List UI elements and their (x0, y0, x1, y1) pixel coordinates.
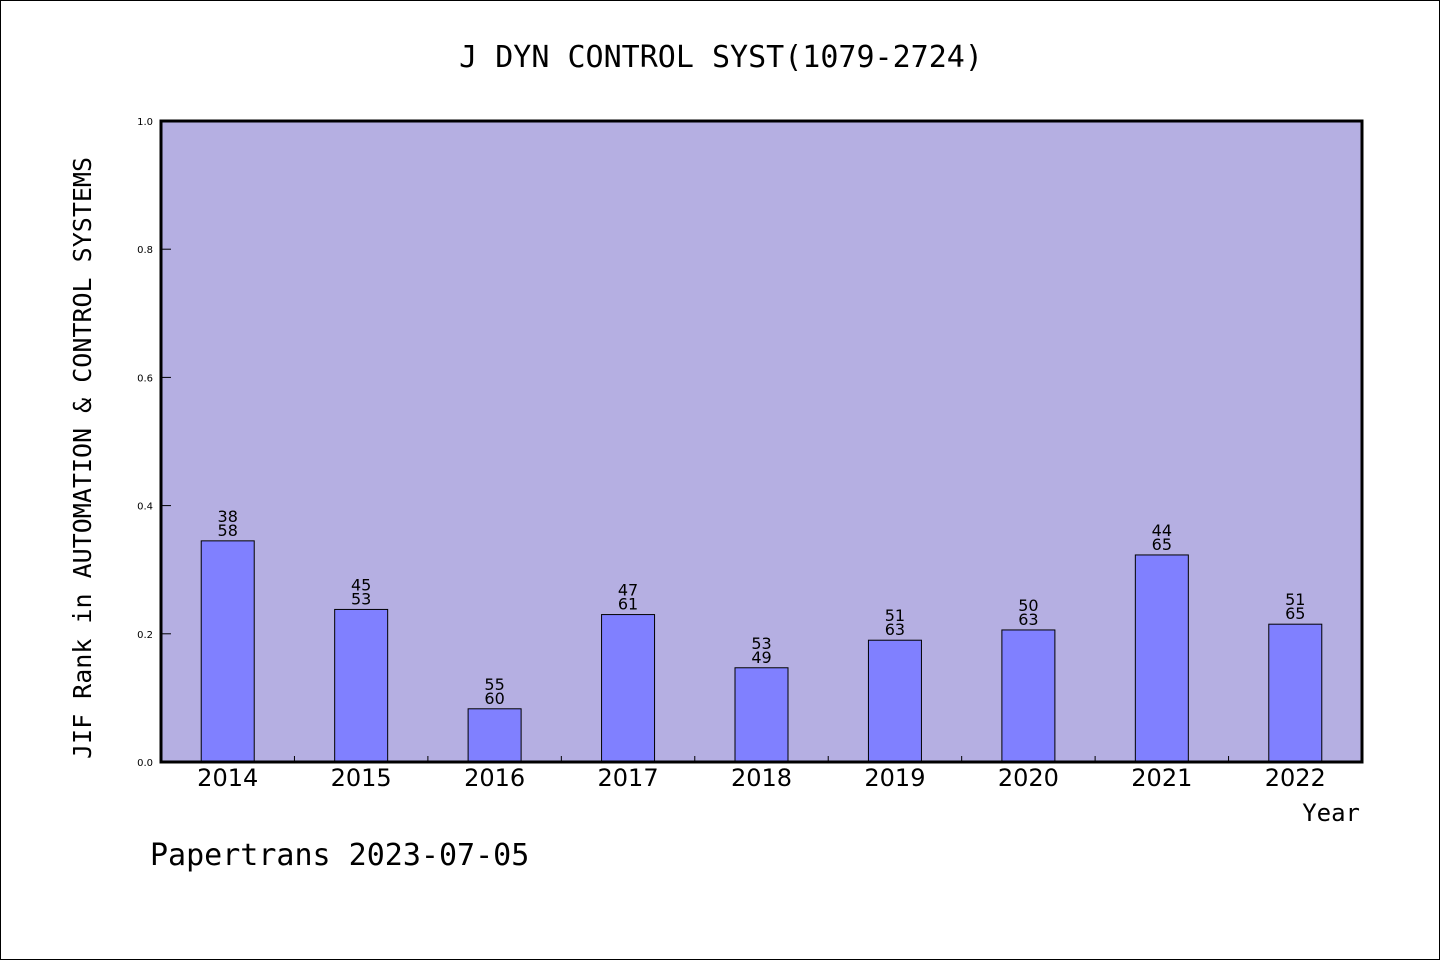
bar-label-bottom: 60 (484, 689, 504, 708)
x-axis-label: Year (1302, 799, 1360, 827)
x-tick-label: 2022 (1265, 764, 1326, 792)
x-tick-label: 2014 (197, 764, 258, 792)
x-tick-label: 2015 (331, 764, 392, 792)
footer-text: Papertrans 2023-07-05 (150, 838, 529, 873)
bar-label-bottom: 65 (1285, 604, 1305, 623)
bar-2021 (1134, 554, 1189, 763)
y-tick-label: 1.0 (137, 117, 153, 128)
x-tick-labels: 2014 2015 2016 2017 2018 2019 2020 2021 2022 (197, 764, 1326, 792)
y-tick-label: 0.2 (137, 630, 153, 641)
y-tick-label: 0.6 (137, 373, 153, 384)
bar-2018 (734, 667, 789, 763)
bar-2017 (601, 614, 656, 763)
x-tick-label: 2020 (998, 764, 1059, 792)
bar-label-top: 55 (484, 675, 504, 694)
bar-label-top: 45 (351, 575, 371, 594)
bar-label-bottom: 63 (1018, 610, 1038, 629)
x-tick-label: 2019 (864, 764, 925, 792)
bar-label-bottom: 53 (351, 589, 371, 608)
bar-label-bottom: 61 (618, 595, 638, 614)
bar-label-top: 51 (885, 606, 905, 625)
y-tick-label: 0.4 (137, 502, 153, 513)
bar-label-top: 47 (618, 581, 638, 600)
y-tick-label: 0.0 (137, 758, 153, 769)
y-tick-labels: 0.0 0.2 0.4 0.6 0.8 1.0 (137, 117, 153, 769)
bar-label-bottom: 58 (218, 521, 238, 540)
y-axis-label: JIF Rank in AUTOMATION & CONTROL SYSTEMS (68, 157, 97, 759)
bar-2020 (1001, 629, 1056, 763)
bar-label-bottom: 49 (751, 648, 771, 667)
bar-label-top: 53 (751, 634, 771, 653)
x-tick-label: 2021 (1131, 764, 1192, 792)
plot-border (159, 119, 1364, 764)
bar-label-bottom: 65 (1152, 535, 1172, 554)
bar-2014 (200, 540, 255, 763)
x-tick-label: 2017 (598, 764, 659, 792)
bar-label-top: 38 (218, 507, 238, 526)
bar-label-top: 51 (1285, 590, 1305, 609)
bar-2016 (467, 708, 522, 763)
x-tick-label: 2018 (731, 764, 792, 792)
bar-2015 (334, 608, 389, 763)
y-tick-label: 0.8 (137, 245, 153, 256)
bars (200, 540, 1323, 763)
bar-2019 (867, 639, 922, 763)
bar-2022 (1268, 623, 1323, 763)
x-tick-label: 2016 (464, 764, 525, 792)
bar-label-top: 50 (1018, 596, 1038, 615)
chart-title: J DYN CONTROL SYST(1079-2724) (459, 40, 983, 75)
bar-label-top: 44 (1152, 521, 1172, 540)
bar-label-bottom: 63 (885, 620, 905, 639)
